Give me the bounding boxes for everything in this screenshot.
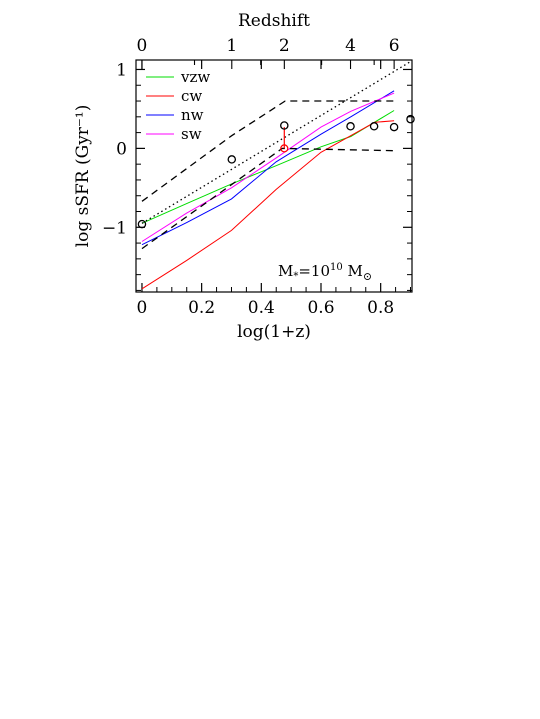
points-layer bbox=[137, 114, 415, 229]
top-tick-label: 2 bbox=[279, 36, 290, 56]
data-point bbox=[227, 155, 237, 164]
data-point bbox=[406, 114, 415, 124]
y-tick-label: −1 bbox=[102, 218, 127, 238]
y-tick-label: 1 bbox=[116, 60, 127, 80]
top-tick-label: 6 bbox=[389, 36, 400, 56]
top-tick-label: 1 bbox=[226, 36, 237, 56]
top-tick-label: 4 bbox=[345, 36, 356, 56]
series-line-nw bbox=[141, 90, 395, 246]
series-line-sw bbox=[141, 92, 395, 242]
lines-layer bbox=[141, 61, 411, 290]
x-tick-label: 0.2 bbox=[188, 298, 215, 318]
legend-label-nw: nw bbox=[181, 106, 204, 124]
mass-prefix: M bbox=[278, 262, 293, 280]
legend-label-sw: sw bbox=[181, 125, 202, 143]
data-point bbox=[389, 122, 399, 132]
model-line-dashed bbox=[141, 147, 395, 250]
plot-frame bbox=[135, 59, 413, 293]
model-line-dotted bbox=[141, 61, 411, 224]
x-tick-label: 0 bbox=[137, 298, 148, 318]
top-axis-label: Redshift bbox=[238, 11, 310, 31]
data-point bbox=[280, 121, 289, 130]
y-tick-label: 0 bbox=[116, 139, 127, 159]
legend-label-cw: cw bbox=[181, 87, 202, 105]
data-point bbox=[346, 122, 355, 131]
series-line-vzw bbox=[141, 110, 395, 224]
x-tick-label: 0.6 bbox=[307, 298, 334, 318]
x-tick-label: 0.8 bbox=[367, 298, 394, 318]
legend-label-vzw: vzw bbox=[180, 68, 210, 86]
error-bar-point bbox=[280, 144, 289, 153]
data-point bbox=[369, 122, 379, 131]
mass-value: =10 bbox=[298, 262, 330, 280]
model-line-dashed bbox=[141, 100, 395, 202]
mass-unit-sub: ⊙ bbox=[363, 270, 372, 283]
y-axis-label: log sSFR (Gyr⁻¹) bbox=[73, 105, 93, 248]
top-tick-label: 0 bbox=[137, 36, 148, 56]
x-tick-label: 0.4 bbox=[248, 298, 275, 318]
x-axis-label: log(1+z) bbox=[237, 322, 311, 342]
data-point bbox=[137, 219, 147, 229]
mass-unit: M bbox=[343, 262, 363, 280]
mass-annotation: M*=1010 M⊙ bbox=[278, 262, 372, 283]
ticks-layer: 0 0.2 0.4 0.6 0.8−1010 1 2 4 6 bbox=[102, 36, 412, 318]
mass-exp: 10 bbox=[330, 262, 343, 273]
mass-sub: * bbox=[293, 271, 298, 282]
